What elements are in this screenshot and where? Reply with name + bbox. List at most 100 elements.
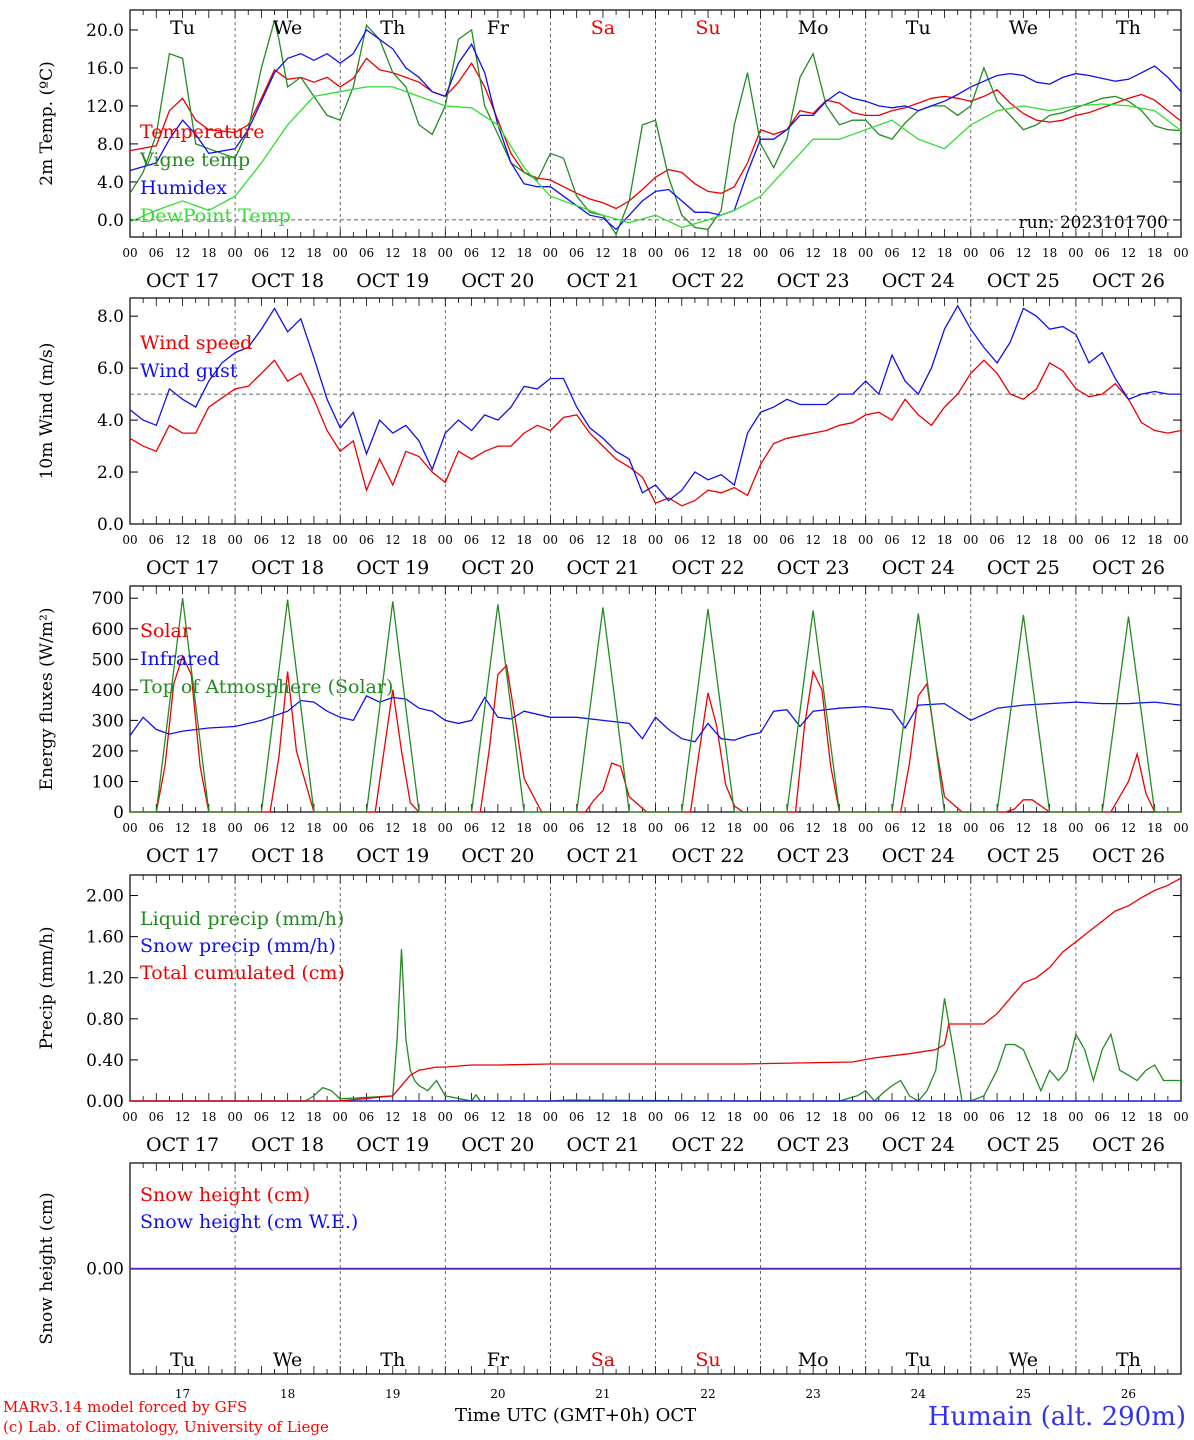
x-tick-label: 18 — [201, 533, 216, 547]
x-tick-label: 12 — [280, 1110, 295, 1124]
x-tick-label: 06 — [674, 246, 689, 260]
day-label: OCT 26 — [1092, 845, 1165, 867]
x-tick-label: 12 — [806, 246, 821, 260]
x-tick-label: 12 — [490, 821, 505, 835]
x-tick-label: 18 — [201, 821, 216, 835]
x-tick-label: 00 — [1068, 533, 1083, 547]
x-tick-label: 18 — [937, 246, 952, 260]
y-tick-label: 0 — [113, 803, 124, 823]
y-tick-label: 1.60 — [86, 928, 124, 948]
series-line — [129, 86, 1182, 229]
x-tick-label: 00 — [543, 1110, 558, 1124]
weekday-label: Fr — [487, 17, 510, 39]
x-tick-label: 00 — [227, 821, 242, 835]
y-tick-label: 0.0 — [97, 515, 124, 535]
x-tick-label: 06 — [674, 533, 689, 547]
series-line — [129, 359, 1182, 507]
x-tick-label: 00 — [122, 1110, 137, 1124]
series-line — [130, 877, 1182, 1102]
x-tick-label: 06 — [254, 1110, 269, 1124]
legend-label: Total cumulated (cm) — [140, 962, 345, 984]
legend-label: Vigne temp — [139, 149, 250, 171]
x-tick-label: 12 — [490, 246, 505, 260]
weekday-label: Tu — [170, 17, 195, 39]
weekday-label: Su — [695, 17, 720, 39]
x-tick-label: 18 — [832, 533, 847, 547]
x-tick-label: 00 — [333, 246, 348, 260]
day-number-label: 17 — [175, 1387, 190, 1401]
x-tick-label: 00 — [858, 1110, 873, 1124]
y-tick-label: 4.0 — [97, 173, 124, 193]
x-tick-label: 00 — [122, 533, 137, 547]
x-tick-label: 00 — [438, 533, 453, 547]
x-tick-label: 18 — [832, 246, 847, 260]
day-number-label: 20 — [490, 1387, 505, 1401]
day-label: OCT 24 — [882, 845, 955, 867]
x-tick-label: 00 — [1173, 246, 1188, 260]
day-label: OCT 26 — [1092, 270, 1165, 292]
legend-label: Temperature — [140, 121, 264, 143]
x-tick-label: 06 — [989, 246, 1004, 260]
x-tick-label: 12 — [175, 246, 190, 260]
y-axis-label: 2m Temp. (ºC) — [37, 61, 57, 186]
day-label: OCT 21 — [566, 1134, 639, 1156]
y-tick-label: 0.40 — [86, 1051, 124, 1071]
x-tick-label: 06 — [989, 533, 1004, 547]
y-tick-label: 0.00 — [86, 1260, 124, 1280]
x-tick-label: 06 — [674, 821, 689, 835]
weekday-label: Th — [380, 17, 405, 39]
y-tick-label: 0.00 — [86, 1092, 124, 1112]
day-label: OCT 19 — [356, 270, 429, 292]
weekday-label: Tu — [170, 1349, 195, 1371]
x-tick-label: 00 — [648, 1110, 663, 1124]
x-tick-label: 18 — [516, 821, 531, 835]
x-tick-label: 06 — [1095, 821, 1110, 835]
x-tick-label: 06 — [884, 1110, 899, 1124]
day-label: OCT 25 — [987, 270, 1060, 292]
x-tick-label: 12 — [490, 533, 505, 547]
series-line — [129, 57, 1182, 210]
x-tick-label: 00 — [333, 1110, 348, 1124]
x-tick-label: 12 — [595, 246, 610, 260]
run-annotation: run: 2023101700 — [1019, 213, 1168, 233]
x-tick-label: 00 — [963, 821, 978, 835]
x-tick-label: 00 — [227, 533, 242, 547]
x-tick-label: 06 — [884, 821, 899, 835]
x-tick-label: 00 — [1068, 821, 1083, 835]
day-label: OCT 21 — [566, 845, 639, 867]
weekday-label: Th — [1116, 17, 1141, 39]
x-tick-label: 18 — [306, 821, 321, 835]
x-tick-label: 18 — [1042, 246, 1057, 260]
y-tick-label: 100 — [92, 772, 124, 792]
y-tick-label: 16.0 — [86, 59, 124, 79]
x-tick-label: 18 — [1042, 821, 1057, 835]
x-tick-label: 00 — [753, 1110, 768, 1124]
y-axis-label: Energy fluxes (W/m²) — [37, 608, 57, 791]
series-line — [129, 304, 1181, 502]
x-tick-label: 06 — [359, 533, 374, 547]
x-tick-label: 06 — [254, 821, 269, 835]
x-tick-label: 06 — [779, 533, 794, 547]
legend-label: Snow height (cm) — [140, 1184, 310, 1206]
day-label: OCT 23 — [777, 1134, 850, 1156]
legend-label: Wind gust — [140, 360, 238, 382]
x-tick-label: 12 — [1016, 821, 1031, 835]
x-tick-label: 00 — [648, 533, 663, 547]
x-tick-label: 00 — [1173, 1110, 1188, 1124]
day-number-label: 26 — [1121, 1387, 1136, 1401]
day-label: OCT 22 — [672, 1134, 745, 1156]
series-line — [129, 695, 1182, 743]
day-number-label: 25 — [1016, 1387, 1031, 1401]
y-axis-label: Precip (mm/h) — [37, 926, 57, 1049]
weekday-label: Sa — [591, 17, 615, 39]
x-tick-label: 00 — [1173, 533, 1188, 547]
x-tick-label: 12 — [385, 821, 400, 835]
x-tick-label: 12 — [385, 1110, 400, 1124]
y-tick-label: 20.0 — [86, 21, 124, 41]
x-tick-label: 06 — [149, 1110, 164, 1124]
model-credit: MARv3.14 model forced by GFS — [3, 1398, 248, 1416]
weekday-label: Th — [380, 1349, 405, 1371]
x-tick-label: 12 — [806, 821, 821, 835]
day-label: OCT 24 — [882, 557, 955, 579]
